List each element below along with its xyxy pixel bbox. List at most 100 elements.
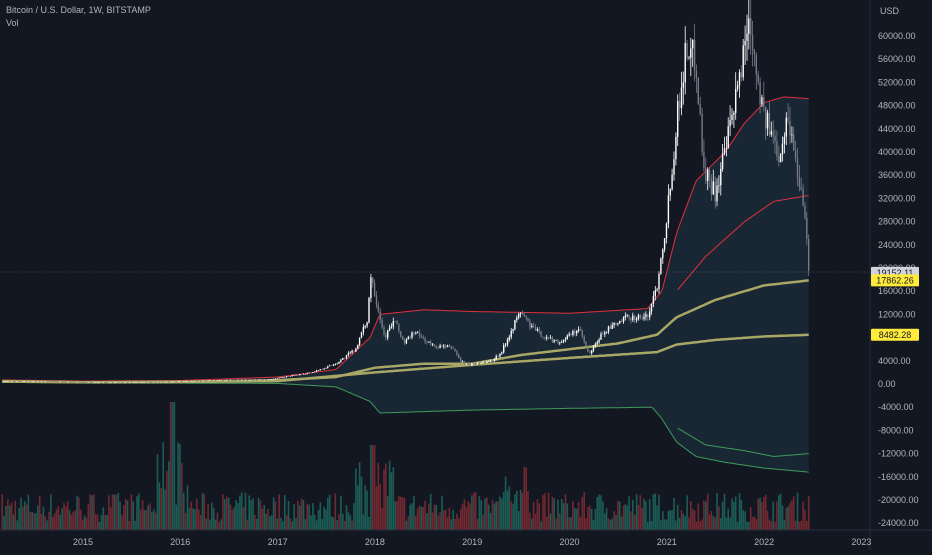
candle-body xyxy=(237,379,239,381)
volume-bar xyxy=(665,519,668,530)
volume-bar xyxy=(59,515,61,530)
time-tick-label: 2023 xyxy=(851,537,871,547)
candle-body xyxy=(340,359,342,362)
candle-body xyxy=(312,372,314,373)
candle-body xyxy=(366,322,368,326)
volume-bar xyxy=(529,512,531,530)
candle-body xyxy=(220,380,222,381)
volume-bar xyxy=(517,511,520,530)
candle-body xyxy=(514,320,516,330)
price-tick-label: -12000.00 xyxy=(878,449,919,459)
volume-bar xyxy=(18,508,20,530)
volume-bar xyxy=(390,472,393,530)
candle-body xyxy=(540,331,542,337)
volume-bar xyxy=(671,510,673,530)
candle-body xyxy=(673,159,675,175)
volume-bar xyxy=(484,498,486,530)
volume-bar xyxy=(508,486,511,530)
volume-bar xyxy=(710,511,713,530)
candle-body xyxy=(583,336,585,342)
volume-bar xyxy=(416,508,419,530)
volume-bar xyxy=(697,503,700,530)
volume-bar xyxy=(676,504,679,530)
candle-body xyxy=(779,154,782,163)
candle-body xyxy=(772,131,774,136)
volume-bar xyxy=(327,498,329,530)
candle-body xyxy=(669,189,671,196)
candle-body xyxy=(585,341,587,347)
volume-bar xyxy=(804,509,806,530)
candle-body xyxy=(160,381,162,383)
volume-bar xyxy=(654,493,657,530)
price-tick-label: 28000.00 xyxy=(878,217,916,227)
volume-bar xyxy=(673,498,675,530)
time-axis[interactable]: 2015 2016 2017 2018 2019 2020 2021 2022 2023 xyxy=(73,537,871,547)
volume-bar xyxy=(740,499,743,530)
volume-bar xyxy=(579,516,582,530)
candle-body xyxy=(549,337,552,339)
candle-body xyxy=(300,374,303,375)
candle-body xyxy=(284,377,286,378)
candle-body xyxy=(121,382,123,383)
candle-body xyxy=(626,315,628,316)
volume-bar xyxy=(514,494,516,530)
volume-bar xyxy=(212,507,215,530)
volume-bar xyxy=(145,509,148,530)
candle-body xyxy=(684,43,686,83)
volume-bar xyxy=(349,515,352,530)
time-tick-label: 2017 xyxy=(268,537,288,547)
candle-body xyxy=(214,380,217,381)
volume-bar xyxy=(398,496,400,530)
candle-body xyxy=(181,381,183,382)
volume-bar xyxy=(300,498,303,530)
candle-body xyxy=(239,379,241,381)
volume-bar xyxy=(566,503,569,530)
volume-bar xyxy=(796,492,799,530)
price-tick-label: 56000.00 xyxy=(878,54,916,64)
candle-body xyxy=(471,363,473,366)
indicator-price-tag xyxy=(871,274,919,287)
candle-body xyxy=(278,377,280,379)
volume-bar xyxy=(452,509,454,530)
candle-body xyxy=(162,381,164,383)
candle-body xyxy=(759,81,761,105)
candle-body xyxy=(113,382,116,383)
candle-body xyxy=(604,332,606,335)
volume-bar xyxy=(684,516,686,530)
volume-bar xyxy=(618,501,621,530)
candle-body xyxy=(83,382,86,383)
candle-body xyxy=(744,40,746,46)
volume-bar xyxy=(154,512,157,530)
candle-body xyxy=(143,382,146,383)
volume-bar xyxy=(209,519,211,530)
volume-indicator-label[interactable]: Vol xyxy=(6,18,19,28)
candle-body xyxy=(330,365,333,367)
volume-bar xyxy=(377,462,380,530)
candle-body xyxy=(508,337,510,340)
candle-body xyxy=(763,97,765,107)
volume-bar xyxy=(334,493,337,530)
candle-body xyxy=(145,382,147,383)
candle-body xyxy=(18,381,20,382)
candle-body xyxy=(478,363,481,364)
volume-bar xyxy=(190,501,192,530)
volume-bar xyxy=(688,517,690,530)
volume-bar xyxy=(553,498,555,530)
volume-bar xyxy=(652,494,655,530)
volume-bar xyxy=(364,485,366,530)
candle-body xyxy=(141,382,144,383)
candle-body xyxy=(293,375,295,376)
candle-body xyxy=(437,347,439,349)
volume-bar xyxy=(57,506,60,530)
volume-bar xyxy=(199,515,202,530)
symbol-title[interactable]: Bitcoin / U.S. Dollar, 1W, BITSTAMP xyxy=(6,5,151,15)
candle-body xyxy=(327,366,329,368)
candle-body xyxy=(793,134,795,151)
volume-bar xyxy=(61,508,63,530)
candle-body xyxy=(536,329,539,331)
volume-bar xyxy=(781,505,784,530)
volume-bar xyxy=(581,496,584,530)
candle-body xyxy=(1,381,3,382)
